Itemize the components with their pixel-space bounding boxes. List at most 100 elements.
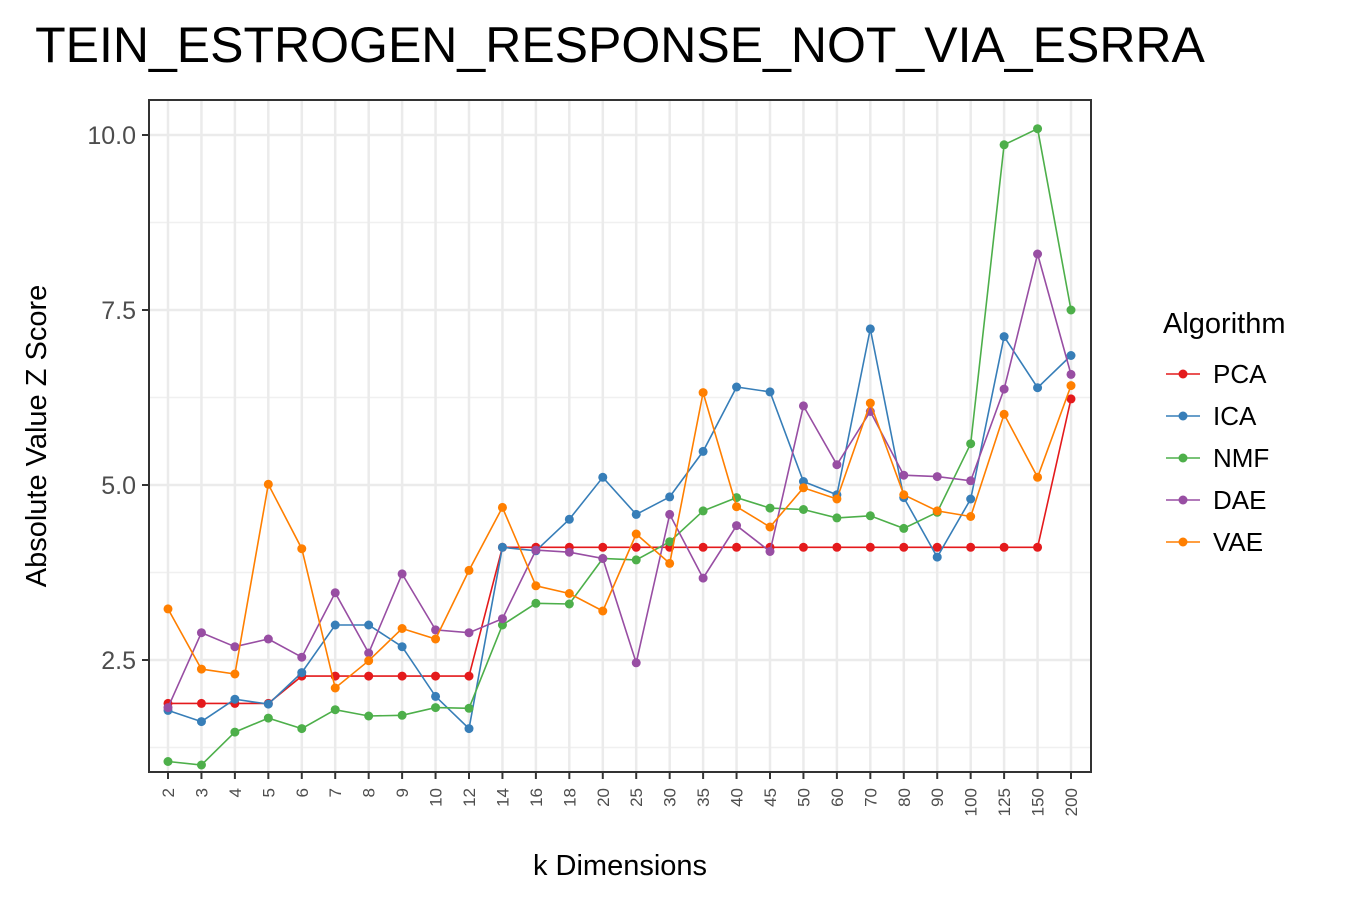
x-tick-label: 125	[995, 788, 1014, 816]
data-point-pca	[1033, 542, 1043, 552]
legend-label: ICA	[1213, 401, 1257, 431]
data-point-nmf	[1033, 124, 1043, 134]
x-tick-label: 2	[159, 788, 178, 797]
data-point-ica	[966, 494, 976, 504]
data-point-dae	[364, 648, 374, 658]
data-point-ica	[1033, 383, 1043, 393]
x-axis: 2 3 4 5 6 7 8 9 10 12 14 16 18 20 25 30 35 40 45 50 60 70 80 90…	[159, 772, 1081, 816]
data-point-vae	[865, 398, 875, 408]
y-tick-label: 2.5	[101, 647, 136, 675]
data-point-dae	[966, 476, 976, 486]
data-point-ica	[297, 668, 307, 678]
x-tick-label: 45	[761, 788, 780, 807]
data-point-nmf	[698, 506, 708, 516]
data-point-nmf	[531, 598, 541, 608]
data-point-nmf	[230, 727, 240, 737]
data-point-nmf	[564, 599, 574, 609]
data-point-vae	[899, 490, 909, 500]
data-point-ica	[364, 620, 374, 630]
data-point-nmf	[397, 710, 407, 720]
data-point-nmf	[999, 140, 1009, 150]
data-point-vae	[999, 409, 1009, 419]
data-point-vae	[497, 502, 507, 512]
data-point-pca	[464, 671, 474, 681]
legend-item-pca: PCA	[1166, 359, 1267, 389]
data-point-dae	[1066, 369, 1076, 379]
data-point-dae	[564, 547, 574, 557]
data-point-nmf	[497, 620, 507, 630]
data-point-ica	[564, 514, 574, 524]
legend-item-ica: ICA	[1166, 401, 1257, 431]
data-point-pca	[364, 671, 374, 681]
data-point-dae	[464, 628, 474, 638]
data-point-pca	[698, 542, 708, 552]
data-point-vae	[631, 529, 641, 539]
data-point-ica	[431, 691, 441, 701]
legend-label: VAE	[1213, 527, 1263, 557]
data-point-pca	[865, 542, 875, 552]
data-point-nmf	[631, 555, 641, 565]
data-point-nmf	[832, 513, 842, 523]
data-point-nmf	[263, 713, 273, 723]
y-axis-label: Absolute Value Z Score	[21, 285, 53, 588]
data-point-dae	[330, 588, 340, 598]
legend-item-vae: VAE	[1166, 527, 1263, 557]
legend-item-dae: DAE	[1166, 485, 1266, 515]
data-point-dae	[431, 625, 441, 635]
plot-background	[149, 100, 1091, 772]
x-tick-label: 25	[627, 788, 646, 807]
plot-border	[148, 99, 1092, 773]
data-point-dae	[798, 401, 808, 411]
x-tick-label: 70	[861, 788, 880, 807]
data-point-nmf	[665, 537, 675, 547]
data-point-vae	[598, 606, 608, 616]
data-point-ica	[464, 724, 474, 734]
data-point-vae	[263, 479, 273, 489]
x-tick-label: 5	[259, 788, 278, 797]
data-point-ica	[397, 642, 407, 652]
data-point-nmf	[798, 505, 808, 514]
data-point-nmf	[899, 523, 909, 533]
data-point-dae	[999, 384, 1009, 394]
x-tick-label: 80	[895, 788, 914, 807]
y-tick-label: 7.5	[101, 297, 136, 325]
x-tick-label: 3	[192, 788, 211, 797]
x-tick-label: 200	[1062, 788, 1081, 816]
data-point-vae	[431, 634, 441, 644]
data-point-vae	[397, 624, 407, 633]
data-point-vae	[932, 506, 942, 516]
data-point-dae	[263, 634, 273, 644]
x-tick-label: 20	[594, 788, 613, 807]
data-point-dae	[631, 658, 641, 668]
x-tick-label: 100	[962, 788, 981, 816]
series-line-nmf	[167, 127, 1072, 766]
data-point-nmf	[364, 711, 374, 721]
chart-title: TEIN_ESTROGEN_RESPONSE_NOT_VIA_ESRRA	[35, 17, 1205, 73]
data-point-dae	[163, 703, 173, 713]
series-nmf	[163, 124, 1076, 770]
data-point-pca	[196, 698, 206, 708]
data-point-pca	[999, 542, 1009, 552]
data-point-vae	[765, 522, 775, 532]
data-point-dae	[732, 521, 742, 531]
x-tick-label: 150	[1029, 788, 1048, 816]
x-tick-label: 14	[493, 788, 512, 807]
data-point-dae	[497, 614, 507, 624]
data-point-pca	[397, 671, 407, 681]
data-point-nmf	[431, 703, 441, 713]
data-point-nmf	[966, 439, 976, 449]
data-point-vae	[163, 604, 173, 614]
data-point-nmf	[297, 724, 307, 734]
grid-minor	[149, 221, 1091, 749]
series-line-dae	[167, 250, 1072, 708]
data-point-ica	[230, 694, 240, 704]
series-layer	[163, 124, 1076, 770]
data-point-dae	[899, 470, 909, 480]
x-tick-label: 90	[928, 788, 947, 807]
data-point-ica	[665, 492, 675, 502]
x-tick-label: 8	[360, 788, 379, 797]
data-point-vae	[464, 565, 474, 575]
legend-label: DAE	[1213, 485, 1266, 515]
data-point-pca	[598, 542, 608, 552]
